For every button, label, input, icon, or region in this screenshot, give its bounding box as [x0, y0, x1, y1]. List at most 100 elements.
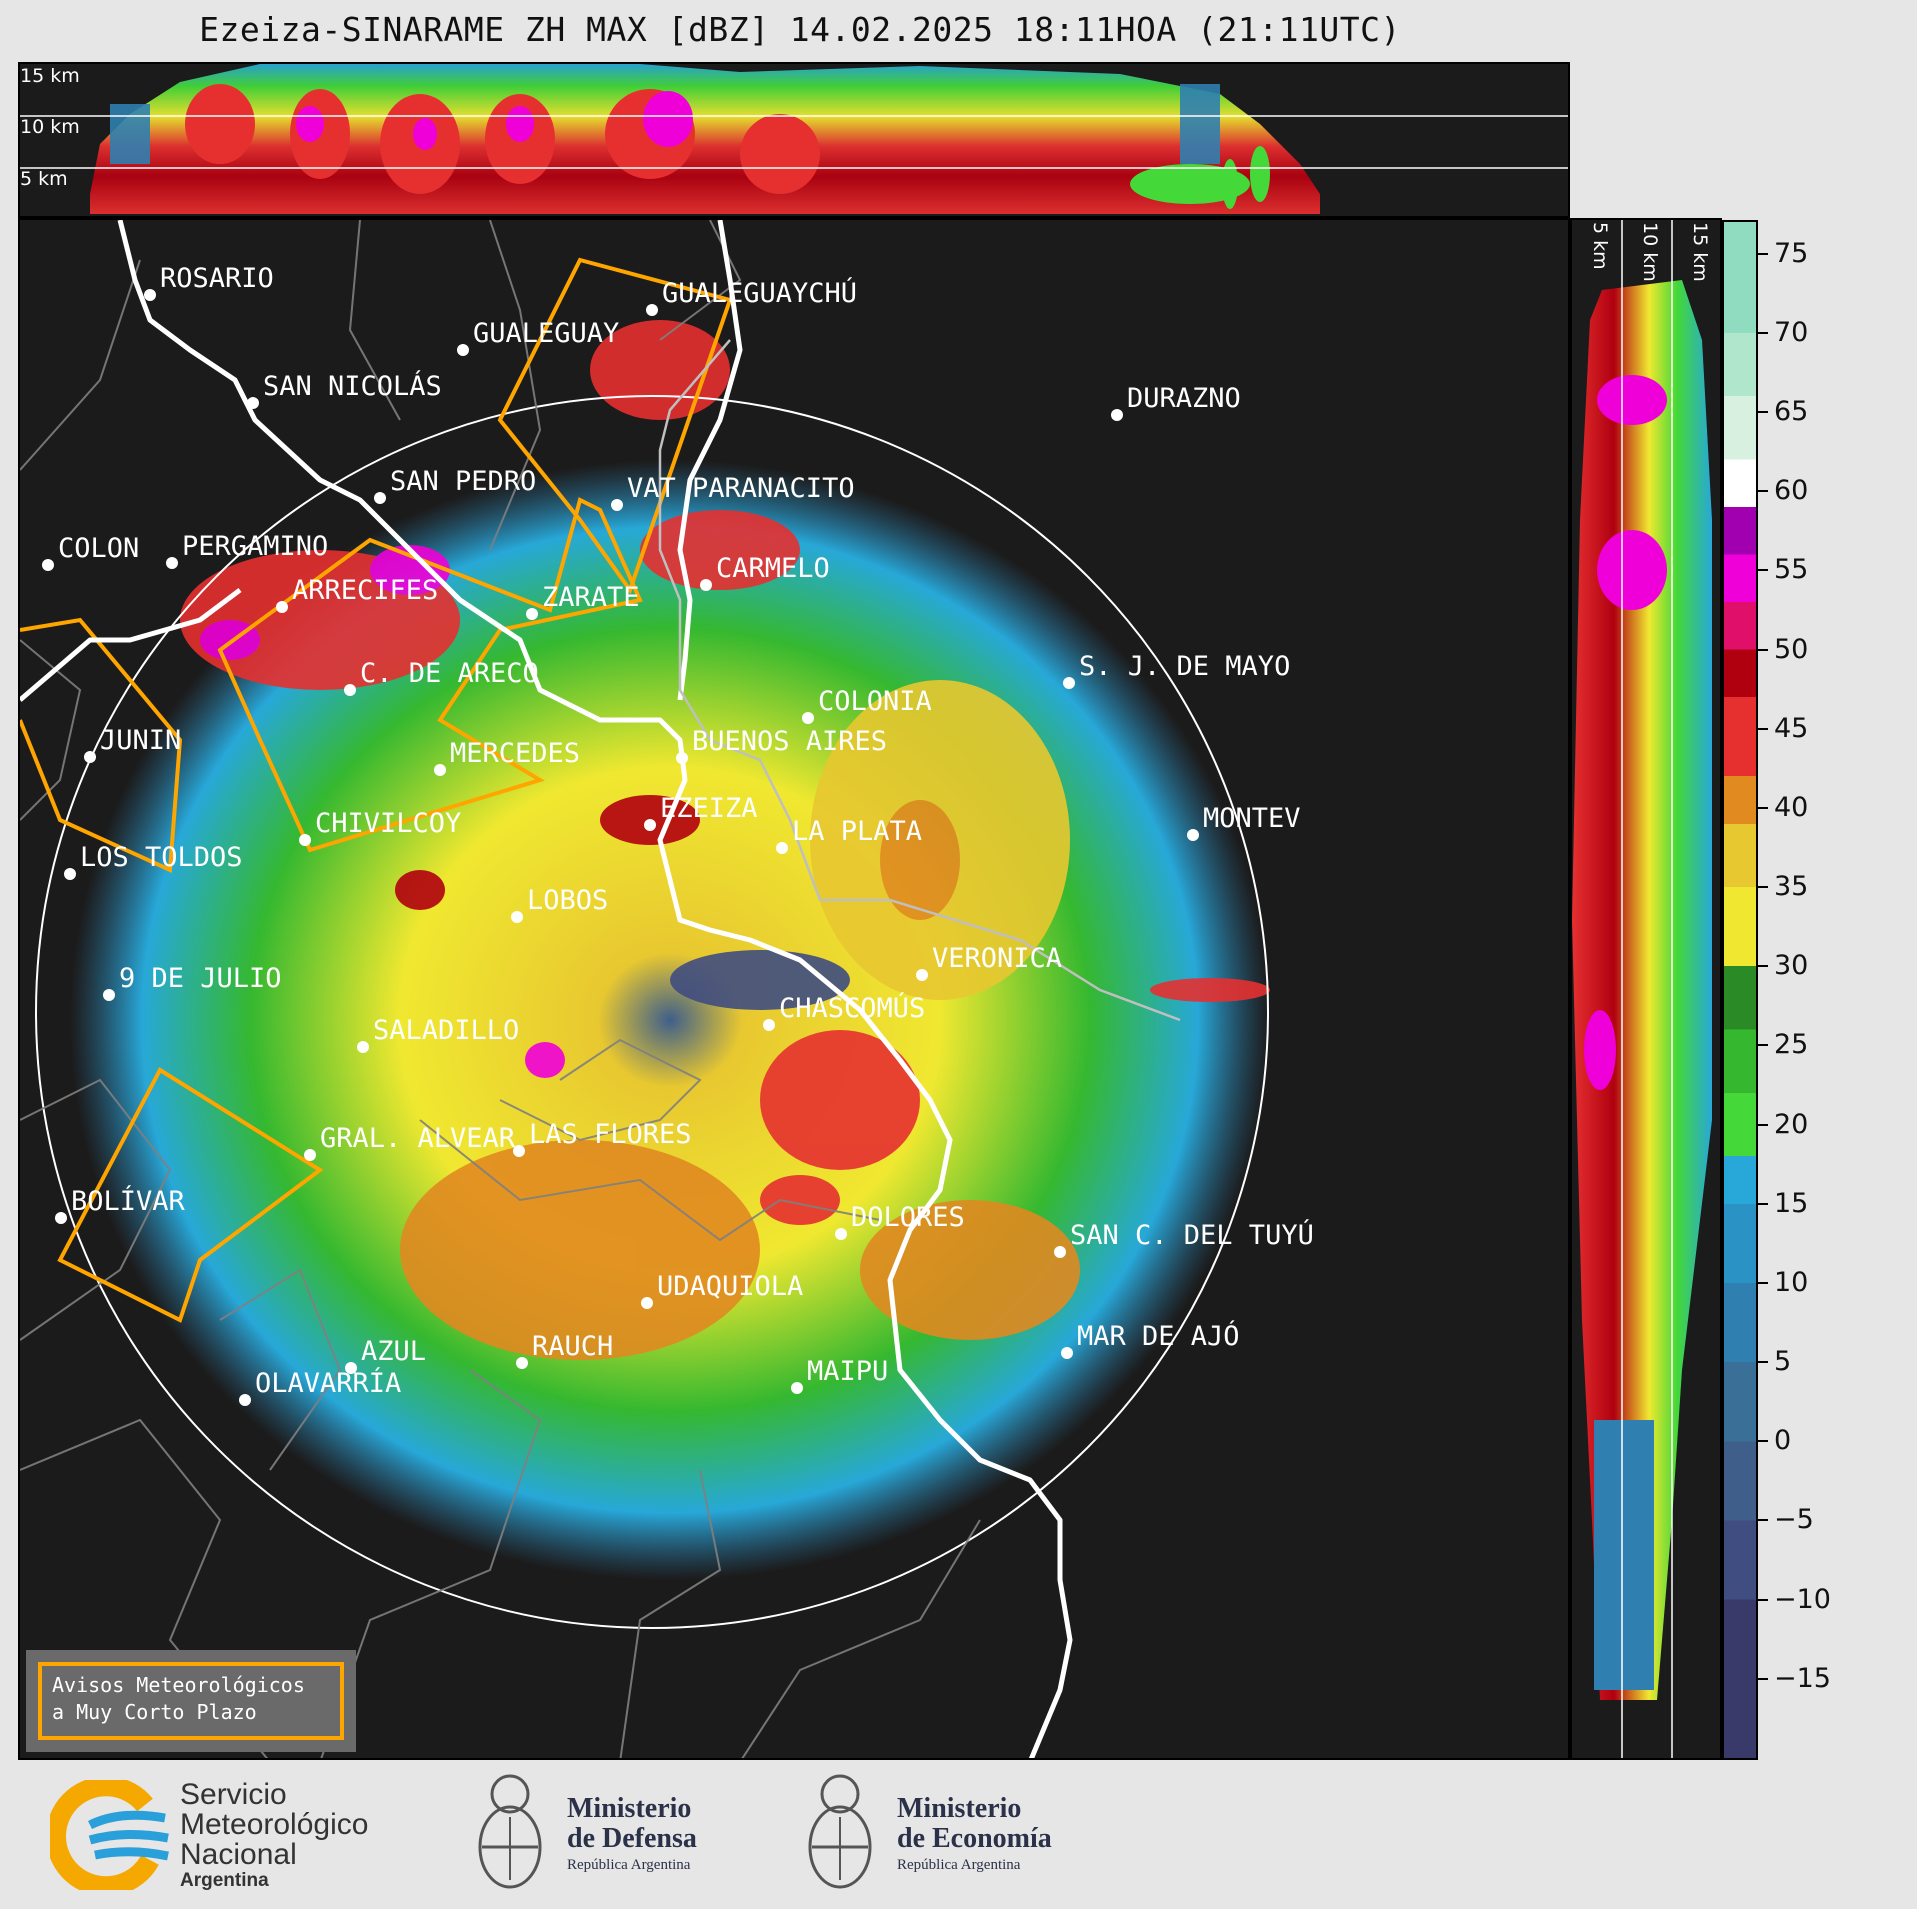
- city-dot: [700, 579, 712, 591]
- tick-label: 60: [1774, 475, 1809, 507]
- city-dot: [516, 1357, 528, 1369]
- tick-mark: [1758, 1519, 1768, 1522]
- defensa-logo-text: Ministerio de Defensa República Argentin…: [567, 1794, 697, 1876]
- city-dot: [457, 344, 469, 356]
- defensa-line2: de Defensa: [567, 1823, 697, 1854]
- city-label: MERCEDES: [450, 738, 580, 769]
- tick-mark: [1758, 331, 1768, 334]
- city-label: GUALEGUAY: [473, 318, 619, 349]
- side-height-label-10km: 10 km: [1639, 222, 1661, 282]
- city-dot: [513, 1145, 525, 1157]
- tick-label: 55: [1774, 554, 1809, 586]
- city-label: SAN NICOLÁS: [263, 370, 442, 402]
- tick-label: 50: [1774, 633, 1809, 665]
- city-dot: [646, 304, 658, 316]
- city-label: DOLORES: [851, 1202, 965, 1233]
- coastline: [20, 220, 1073, 1758]
- city-label: S. J. DE MAYO: [1079, 651, 1290, 682]
- city-label: COLON: [58, 533, 139, 564]
- city-label: SALADILLO: [373, 1015, 519, 1046]
- tick-mark: [1758, 727, 1768, 730]
- tick-mark: [1758, 411, 1768, 414]
- city-label: LA PLATA: [792, 816, 922, 847]
- smn-line1: Servicio: [180, 1778, 287, 1811]
- tick-label: 45: [1774, 712, 1809, 744]
- city-label: JUNIN: [100, 725, 181, 756]
- tick-mark: [1758, 1440, 1768, 1443]
- city-dot: [763, 1019, 775, 1031]
- top-cross-section-panel: 15 km 10 km 5 km: [18, 62, 1570, 218]
- tick-mark: [1758, 1123, 1768, 1126]
- tick-mark: [1758, 1202, 1768, 1205]
- city-label: MAR DE AJÓ: [1077, 1320, 1240, 1352]
- smn-line3: Nacional: [180, 1838, 297, 1871]
- height-label-5km: 5 km: [20, 168, 68, 190]
- city-dot: [84, 751, 96, 763]
- page-title: Ezeiza-SINARAME ZH MAX [dBZ] 14.02.2025 …: [199, 10, 1401, 49]
- economia-seal: [800, 1762, 880, 1902]
- city-label: LOBOS: [527, 885, 608, 916]
- city-label: LAS FLORES: [529, 1119, 692, 1150]
- city-label: VERONICA: [932, 943, 1062, 974]
- economia-line3: República Argentina: [897, 1857, 1021, 1873]
- city-label: CHIVILCOY: [315, 808, 461, 839]
- city-dot: [511, 911, 523, 923]
- side-height-label-5km: 5 km: [1589, 222, 1611, 270]
- city-label: ZARATE: [542, 582, 640, 613]
- tick-label: 0: [1774, 1425, 1792, 1457]
- tick-label: 25: [1774, 1029, 1809, 1061]
- city-dot: [641, 1297, 653, 1309]
- smn-logo: [50, 1780, 170, 1890]
- tick-mark: [1758, 1044, 1768, 1047]
- economia-logo-text: Ministerio de Economía República Argenti…: [897, 1794, 1052, 1876]
- city-label: ARRECIFES: [292, 575, 438, 606]
- city-label: SAN C. DEL TUYÚ: [1070, 1219, 1314, 1251]
- city-dot: [1061, 1347, 1073, 1359]
- tick-label: 70: [1774, 316, 1809, 348]
- city-label: GRAL. ALVEAR: [320, 1123, 516, 1154]
- smn-logo-text: Servicio Meteorológico Nacional Argentin…: [180, 1780, 368, 1892]
- city-dot: [611, 499, 623, 511]
- city-dot: [64, 868, 76, 880]
- tick-label: 75: [1774, 237, 1809, 269]
- range-ring: [35, 395, 1269, 1629]
- tick-mark: [1758, 965, 1768, 968]
- city-dot: [791, 1382, 803, 1394]
- city-dot: [299, 834, 311, 846]
- tick-label: 65: [1774, 396, 1809, 428]
- tick-mark: [1758, 1281, 1768, 1284]
- city-dot: [239, 1394, 251, 1406]
- smn-logo-icon: [50, 1780, 169, 1890]
- tick-mark: [1758, 252, 1768, 255]
- tick-mark: [1758, 569, 1768, 572]
- city-dot: [916, 969, 928, 981]
- height-label-10km: 10 km: [20, 116, 80, 138]
- tick-label: 30: [1774, 950, 1809, 982]
- city-dot: [144, 289, 156, 301]
- city-label: RAUCH: [532, 1331, 613, 1362]
- city-label: BUENOS AIRES: [692, 726, 887, 757]
- footer-logos: Servicio Meteorológico Nacional Argentin…: [0, 1762, 1917, 1909]
- city-dot: [304, 1149, 316, 1161]
- city-dot: [344, 684, 356, 696]
- argentina-seal-icon: [478, 1774, 542, 1889]
- city-dot: [42, 559, 54, 571]
- city-dot: [1063, 677, 1075, 689]
- side-height-label-15km: 15 km: [1689, 222, 1711, 282]
- city-label: MAIPU: [807, 1356, 888, 1387]
- tick-label: 10: [1774, 1266, 1809, 1298]
- city-label: OLAVARRÍA: [255, 1367, 401, 1399]
- tick-label: −15: [1774, 1662, 1831, 1694]
- city-label: PERGAMINO: [182, 531, 328, 562]
- city-dot: [644, 819, 656, 831]
- city-dot: [526, 608, 538, 620]
- city-label: COLONIA: [818, 686, 932, 717]
- city-dot: [776, 842, 788, 854]
- city-label: ROSARIO: [160, 263, 274, 294]
- height-label-15km: 15 km: [20, 65, 80, 87]
- tick-mark: [1758, 1677, 1768, 1680]
- city-dot: [103, 989, 115, 1001]
- city-dot: [374, 492, 386, 504]
- city-dot: [1111, 409, 1123, 421]
- smn-line4: Argentina: [180, 1870, 269, 1891]
